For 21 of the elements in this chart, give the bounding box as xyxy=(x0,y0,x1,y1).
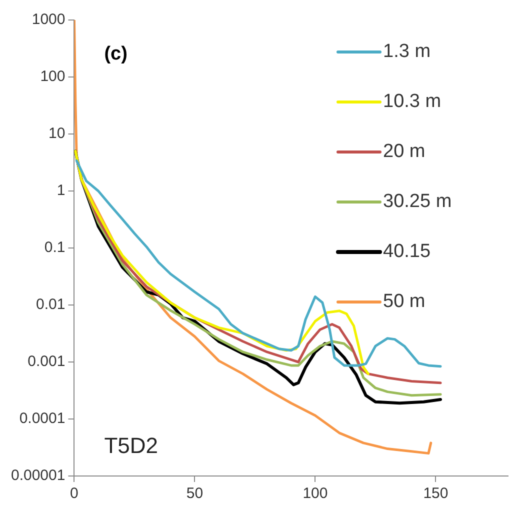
y-tick-label: 0.001 xyxy=(28,353,66,370)
x-tick-label: 150 xyxy=(423,485,448,502)
y-tick-label: 0.0001 xyxy=(19,410,66,428)
y-tick-label: 0.00001 xyxy=(10,467,66,484)
y-tick-label: 100 xyxy=(40,68,66,86)
y-tick-label: 10 xyxy=(48,125,66,142)
annotation: T5D2 xyxy=(104,433,158,458)
y-tick-label: 0.1 xyxy=(44,239,66,256)
x-tick-label: 0 xyxy=(70,485,78,502)
x-tick-label: 100 xyxy=(302,485,328,502)
legend-label: 1.3 m xyxy=(383,41,431,62)
legend-label: 30.25 m xyxy=(383,191,452,212)
annotation: (c) xyxy=(104,44,128,65)
y-tick-label: 1 xyxy=(56,182,66,200)
legend-label: 40.15 xyxy=(383,241,431,262)
y-tick-label: 0.01 xyxy=(36,296,66,314)
legend-label: 50 m xyxy=(383,291,426,312)
legend-label: 10.3 m xyxy=(383,91,442,112)
y-tick-label: 1000 xyxy=(32,11,66,28)
x-tick-label: 50 xyxy=(186,485,204,502)
legend-label: 20 m xyxy=(383,141,426,162)
